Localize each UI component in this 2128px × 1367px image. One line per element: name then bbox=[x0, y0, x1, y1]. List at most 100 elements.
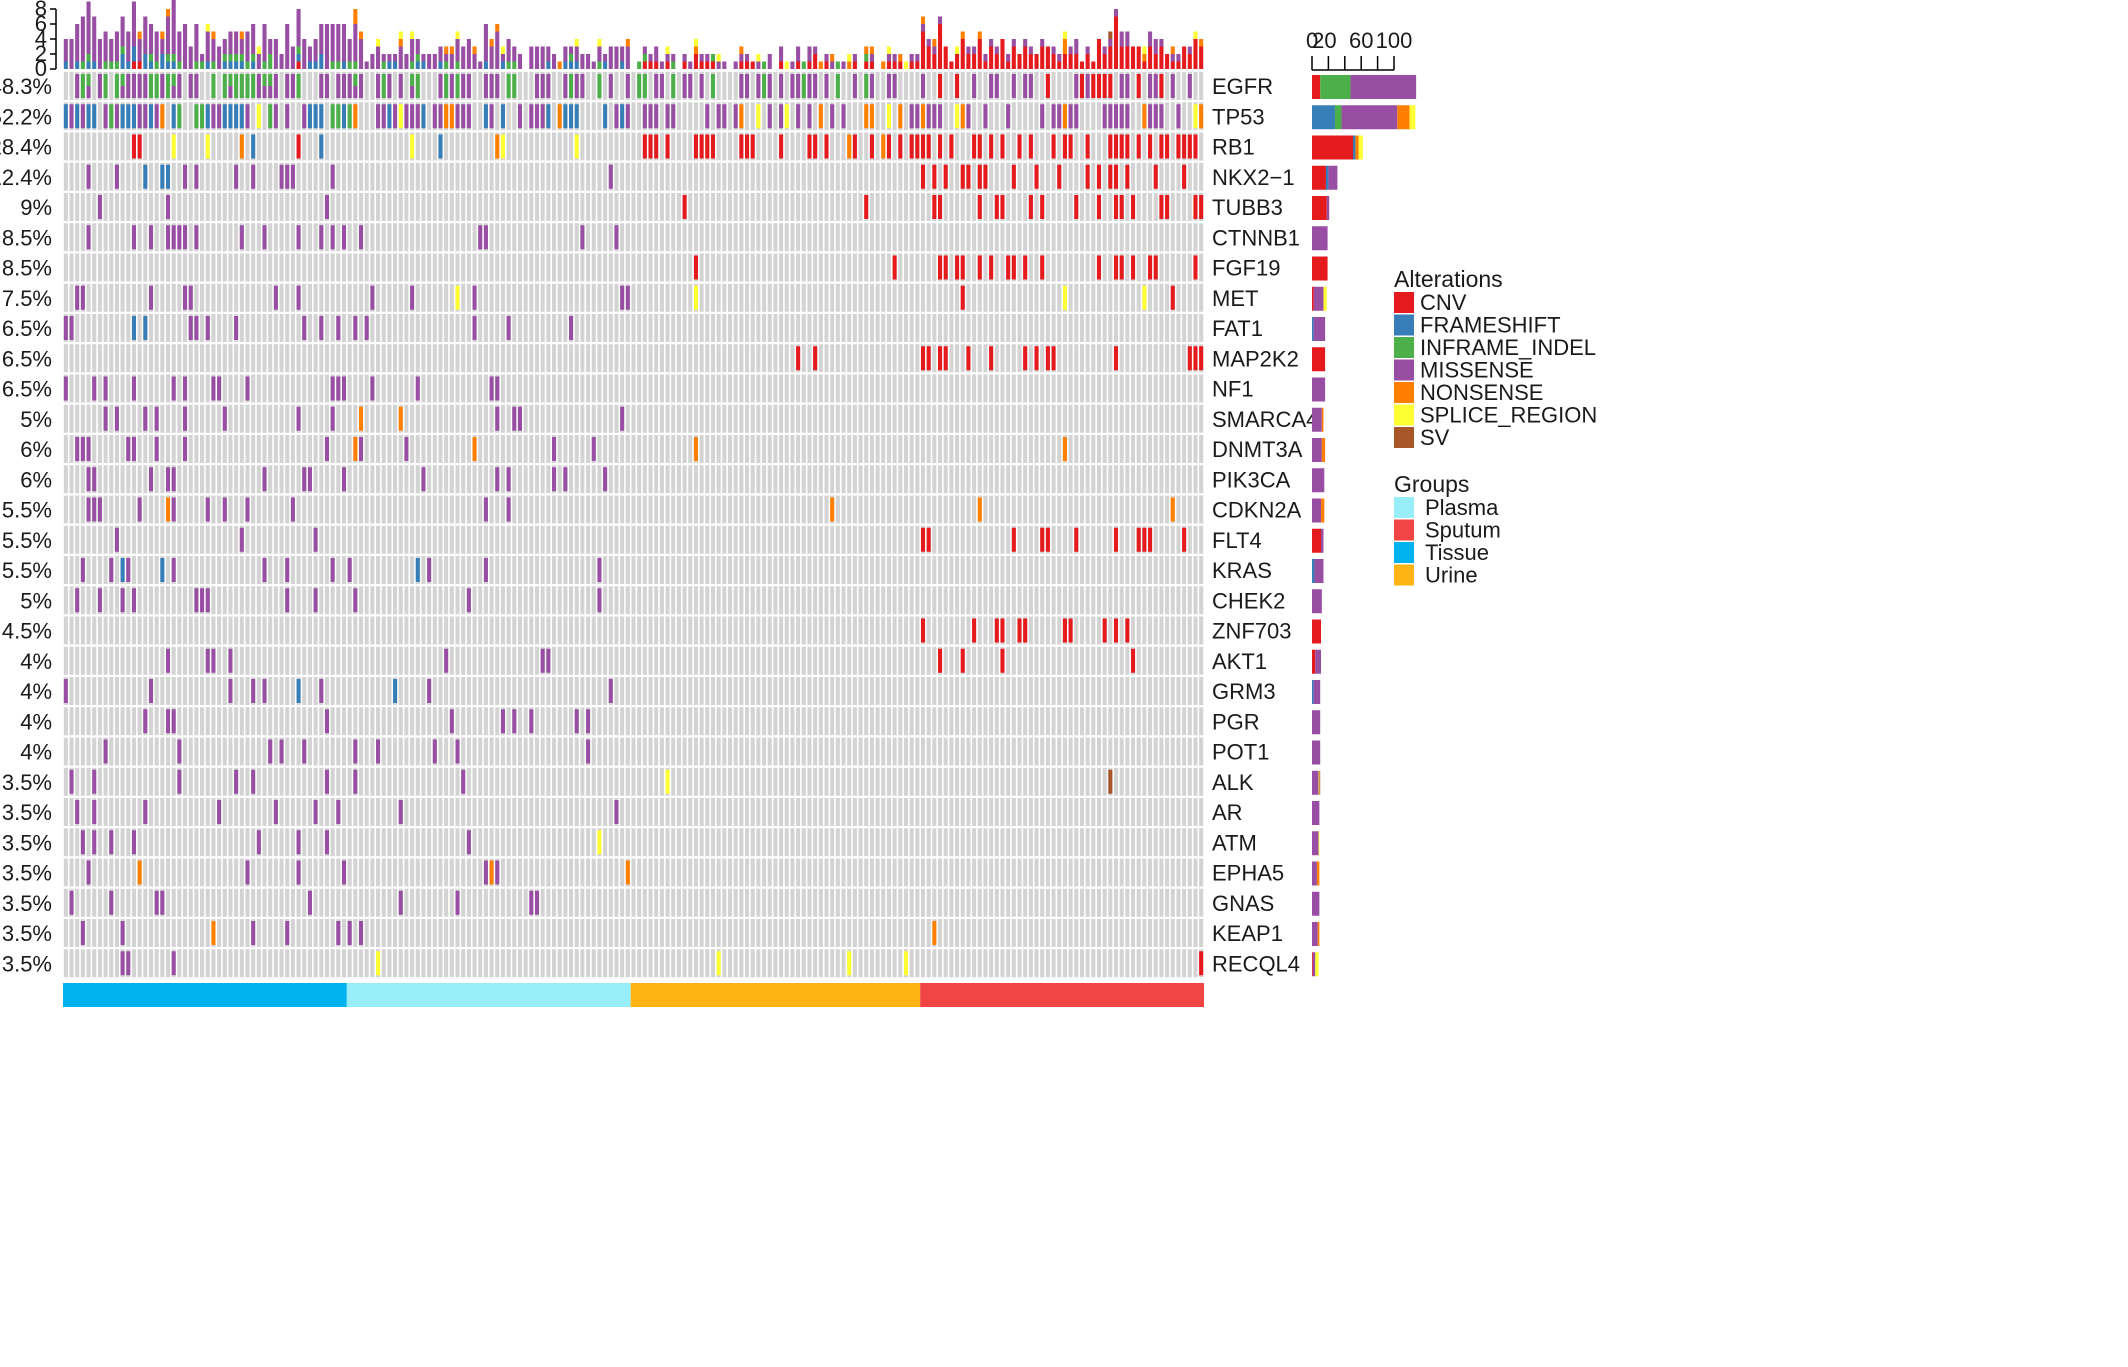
matrix-cell bbox=[330, 132, 335, 161]
matrix-cell bbox=[69, 556, 74, 584]
top-bar-segment-missense bbox=[534, 46, 540, 69]
alteration-mark-missense bbox=[444, 648, 449, 673]
top-bar-segment-missense bbox=[614, 46, 619, 69]
alteration-mark-inframe-indel bbox=[80, 74, 85, 98]
matrix-cell bbox=[421, 72, 426, 100]
alteration-mark-missense bbox=[387, 74, 392, 98]
top-bar-segment-missense bbox=[841, 61, 846, 69]
matrix-cell bbox=[1028, 102, 1033, 131]
top-bar-segment-missense bbox=[540, 46, 545, 69]
alteration-mark-missense bbox=[313, 588, 318, 613]
matrix-cell bbox=[461, 525, 466, 554]
top-bar-segment-inframe-indel bbox=[671, 61, 676, 69]
matrix-cell bbox=[381, 556, 386, 584]
matrix-cell bbox=[183, 646, 188, 675]
top-bar-segment-missense bbox=[972, 46, 977, 54]
alteration-mark-cnv bbox=[824, 134, 829, 159]
matrix-cell bbox=[756, 586, 761, 615]
matrix-cell bbox=[943, 646, 948, 675]
alteration-mark-inframe-indel bbox=[330, 104, 335, 129]
matrix-cell bbox=[699, 344, 704, 373]
matrix-cell bbox=[608, 193, 613, 221]
matrix-cell bbox=[972, 435, 977, 463]
matrix-cell bbox=[818, 556, 823, 584]
alteration-mark-missense bbox=[1148, 104, 1153, 129]
matrix-cell bbox=[381, 344, 386, 373]
matrix-cell bbox=[1153, 556, 1158, 584]
matrix-cell bbox=[790, 193, 795, 221]
matrix-cell bbox=[324, 616, 330, 645]
matrix-cell bbox=[693, 646, 698, 675]
matrix-cell bbox=[807, 586, 812, 615]
matrix-cell bbox=[710, 314, 716, 342]
matrix-cell bbox=[1102, 314, 1107, 342]
matrix-cell bbox=[727, 404, 733, 433]
matrix-cell bbox=[835, 162, 840, 191]
matrix-cell bbox=[807, 465, 812, 494]
matrix-cell bbox=[217, 314, 222, 342]
matrix-cell bbox=[710, 283, 716, 312]
matrix-cell bbox=[654, 253, 659, 282]
matrix-cell bbox=[671, 223, 676, 252]
matrix-cell bbox=[586, 193, 591, 221]
alteration-mark-missense bbox=[290, 497, 295, 522]
matrix-cell bbox=[631, 162, 636, 191]
matrix-cell bbox=[364, 253, 369, 282]
top-bar-segment-missense bbox=[421, 54, 426, 62]
matrix-cell bbox=[989, 193, 994, 221]
matrix-cell bbox=[1176, 616, 1181, 645]
matrix-cell bbox=[932, 223, 937, 252]
matrix-cell bbox=[217, 646, 222, 675]
top-bar-segment-missense bbox=[495, 31, 500, 69]
matrix-cell bbox=[960, 72, 965, 100]
alteration-mark-missense bbox=[733, 104, 738, 129]
matrix-cell bbox=[1074, 132, 1079, 161]
matrix-cell bbox=[779, 344, 784, 373]
alteration-mark-missense bbox=[551, 467, 557, 492]
matrix-cell bbox=[898, 556, 903, 584]
matrix-cell bbox=[540, 162, 545, 191]
matrix-cell bbox=[489, 495, 494, 524]
matrix-cell bbox=[421, 556, 426, 584]
matrix-cell bbox=[1108, 314, 1113, 342]
matrix-cell bbox=[903, 556, 909, 584]
matrix-cell bbox=[211, 556, 216, 584]
matrix-cell bbox=[915, 465, 920, 494]
alteration-mark-missense bbox=[154, 104, 159, 129]
top-bar-segment-nonsense bbox=[137, 31, 142, 39]
top-bar-segment-splice-region bbox=[756, 54, 761, 62]
alteration-mark-cnv bbox=[1125, 618, 1130, 643]
matrix-cell bbox=[614, 283, 619, 312]
matrix-cell bbox=[410, 556, 415, 584]
matrix-cell bbox=[779, 404, 784, 433]
matrix-cell bbox=[756, 374, 761, 403]
matrix-cell bbox=[824, 495, 829, 524]
matrix-cell bbox=[165, 283, 171, 312]
matrix-cell bbox=[273, 525, 278, 554]
matrix-cell bbox=[171, 314, 176, 342]
matrix-cell bbox=[154, 162, 159, 191]
matrix-cell bbox=[483, 314, 488, 342]
matrix-cell bbox=[256, 586, 261, 615]
matrix-cell bbox=[1131, 556, 1136, 584]
matrix-cell bbox=[324, 556, 330, 584]
matrix-cell bbox=[852, 223, 857, 252]
matrix-cell bbox=[370, 525, 375, 554]
matrix-cell bbox=[376, 253, 381, 282]
alteration-mark-missense bbox=[489, 376, 494, 401]
alteration-mark-cnv bbox=[977, 255, 982, 280]
matrix-cell bbox=[302, 435, 307, 463]
matrix-cell bbox=[404, 586, 409, 615]
matrix-cell bbox=[1062, 465, 1067, 494]
matrix-cell bbox=[665, 495, 670, 524]
matrix-cell bbox=[835, 495, 840, 524]
matrix-cell bbox=[779, 646, 784, 675]
matrix-cell bbox=[171, 646, 176, 675]
alteration-mark-missense bbox=[165, 648, 171, 673]
matrix-cell bbox=[841, 646, 846, 675]
matrix-cell bbox=[830, 162, 835, 191]
top-bar-segment-missense bbox=[472, 54, 477, 69]
matrix-cell bbox=[1006, 586, 1011, 615]
matrix-cell bbox=[801, 616, 806, 645]
alteration-mark-cnv bbox=[807, 134, 812, 159]
